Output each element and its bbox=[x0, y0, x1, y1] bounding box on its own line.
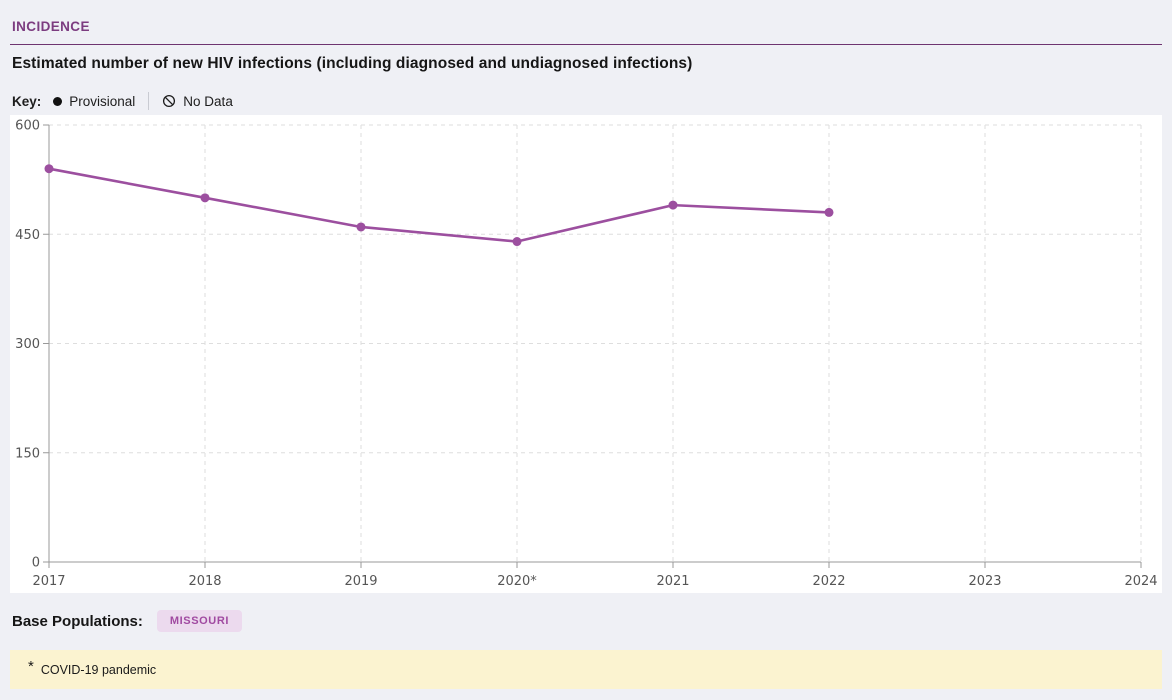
svg-text:300: 300 bbox=[15, 337, 40, 352]
svg-text:600: 600 bbox=[15, 119, 40, 134]
provisional-dot-icon bbox=[53, 96, 63, 106]
incidence-line-chart[interactable]: 0 150 300 450 600 2017 2018 2019 2020* 2021 2022 20… bbox=[10, 115, 1162, 593]
key-item-label: Provisional bbox=[69, 93, 136, 109]
chart-svg[interactable]: 0 150 300 450 600 2017 2018 2019 2020* 2021 2022 20… bbox=[10, 115, 1162, 593]
svg-text:2017: 2017 bbox=[32, 574, 65, 589]
key-item-provisional: Provisional bbox=[53, 94, 135, 109]
key-item-no-data: No Data bbox=[162, 94, 233, 109]
svg-text:2019: 2019 bbox=[344, 574, 377, 589]
section-title-incidence: INCIDENCE bbox=[12, 19, 90, 34]
key-label: Key: bbox=[12, 93, 42, 109]
svg-text:2021: 2021 bbox=[656, 574, 689, 589]
svg-text:450: 450 bbox=[15, 228, 40, 243]
svg-text:2022: 2022 bbox=[812, 574, 845, 589]
svg-text:2024: 2024 bbox=[1124, 574, 1157, 589]
base-population-badge-missouri[interactable]: MISSOURI bbox=[156, 610, 243, 632]
footnote-text: COVID-19 pandemic bbox=[40, 662, 157, 677]
chart-key: Key: Provisional No Data bbox=[12, 91, 233, 111]
key-item-label: No Data bbox=[183, 93, 233, 109]
svg-text:150: 150 bbox=[15, 446, 40, 461]
footnote-box: * COVID-19 pandemic bbox=[10, 650, 1162, 689]
no-data-icon bbox=[162, 94, 176, 108]
svg-text:2023: 2023 bbox=[968, 574, 1001, 589]
svg-text:0: 0 bbox=[32, 556, 40, 571]
section-divider bbox=[10, 44, 1162, 45]
svg-text:2020*: 2020* bbox=[497, 574, 537, 589]
key-separator bbox=[148, 92, 150, 110]
svg-text:2018: 2018 bbox=[188, 574, 221, 589]
base-populations-label: Base Populations: bbox=[12, 612, 143, 630]
base-populations-row: Base Populations: MISSOURI bbox=[12, 610, 243, 632]
footnote-asterisk: * bbox=[28, 658, 34, 675]
chart-title: Estimated number of new HIV infections (… bbox=[12, 55, 693, 72]
